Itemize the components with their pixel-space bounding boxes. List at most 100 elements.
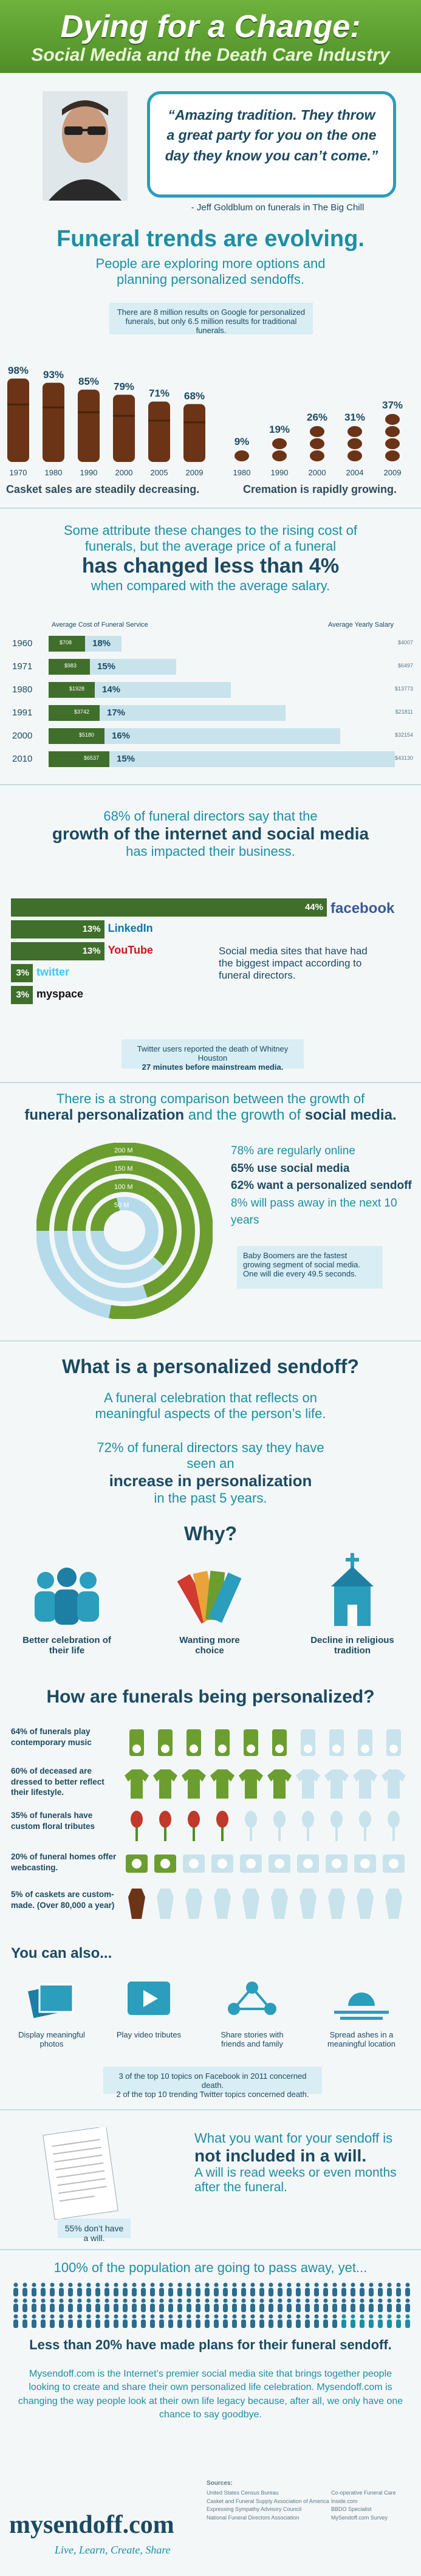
person-head [13,2282,18,2287]
person-head [305,2282,310,2287]
footer-text-wrap: Mysendoff.com is the Internet’s premier … [0,2368,421,2422]
person-head [95,2314,100,2319]
person-head [13,2298,18,2303]
person-head [369,2298,374,2303]
social-logo-linkedin: LinkedIn [108,922,153,934]
person-icon [250,2288,255,2296]
person-head [232,2314,237,2319]
person-head [223,2314,228,2319]
person-head [123,2282,128,2287]
person-icon [22,2288,27,2296]
person-head [168,2282,173,2287]
person-icon [341,2319,346,2328]
shirt-icon [353,1769,377,1799]
person-icon [387,2288,392,2296]
person-icon [132,2288,137,2296]
person-icon [68,2319,73,2328]
person-icon [250,2319,255,2328]
person-head [104,2314,109,2319]
flower-icon [388,1811,400,1828]
person-head [68,2282,73,2287]
twitter-note: Twitter users reported the death of Whit… [122,1039,304,1072]
webcam-lens [303,1859,313,1868]
casket-year: 2009 [186,468,204,477]
social-logo-facebook: facebook [330,900,395,917]
person-head [141,2314,146,2319]
cost-bar [49,636,85,652]
casket-bar [148,401,170,462]
person-head [196,2282,200,2287]
social-bar-linkedin: 13% [11,920,104,938]
source-item: Co-operative Funeral Care [331,2490,396,2496]
casket-bar [113,394,135,462]
person-icon [205,2304,210,2312]
person-head [332,2314,337,2319]
person-icon [104,2304,109,2312]
person-icon [159,2288,164,2296]
flower-icon [131,1811,143,1828]
also-item-share: Share stories with friends and family [221,2030,284,2048]
divider [0,2249,421,2250]
cost-pct: 18% [92,638,111,649]
person-head [214,2314,219,2319]
person-icon [259,2304,264,2312]
cost-value: $983 [64,663,77,669]
flower-icon [159,1811,171,1828]
brand-logo[interactable]: mysendoff.com [9,2511,174,2539]
trends-title: Funeral trends are evolving. [56,226,365,252]
cremation-year: 1980 [233,468,251,477]
person-icon [259,2319,264,2328]
cost-row: 2000 $5180 16% $32154 [12,726,413,746]
casket-icon [128,1889,145,1919]
person-head [305,2314,310,2319]
person-icon [77,2319,82,2328]
how-label-webcast: 20% of funeral homes offer webcasting. [11,1852,117,1872]
music-player-wheel [304,1744,312,1753]
person-head [187,2282,191,2287]
person-head [351,2298,355,2303]
social-pct: 13% [82,924,101,934]
person-icon [150,2319,155,2328]
casket-icon [385,1889,402,1919]
person-head [323,2282,328,2287]
person-icon [360,2319,365,2328]
webcam-lens [189,1859,199,1868]
social-bar-myspace: 3% [11,986,33,1004]
person-icon [150,2288,155,2296]
source-item: United States Census Bureau [207,2490,279,2496]
person-head [314,2314,319,2319]
fact-pass-away: 8% will pass away in the next 10 years [231,1196,397,1227]
person-head [296,2298,301,2303]
person-head [387,2282,392,2287]
person-head [86,2298,91,2303]
population-line2: Less than 20% have made plans for their … [29,2337,392,2352]
twitter-note-line1: Twitter users reported the death of Whit… [137,1044,289,1062]
cost-pct: 15% [117,754,135,764]
person-icon [86,2319,91,2328]
person-head [314,2298,319,2303]
person-head [351,2314,355,2319]
person-icon [323,2304,328,2312]
webcam-lens [246,1859,256,1868]
casket-year: 1970 [10,468,27,477]
flower-stem [250,1823,252,1841]
person-icon [159,2304,164,2312]
person-head [86,2282,91,2287]
salary-value: $6497 [397,663,413,669]
person-icon [114,2304,118,2312]
person-icon [241,2288,246,2296]
person-icon [114,2288,118,2296]
person-icon [150,2304,155,2312]
cost-line3: when compared with the average salary. [91,578,330,593]
cost-header: Average Cost of Funeral Service [52,621,148,629]
person-icon [232,2304,237,2312]
webcam-lens [332,1859,341,1868]
person-icon [305,2304,310,2312]
person-icon [68,2288,73,2296]
person-head [250,2314,255,2319]
cremation-pct: 9% [234,436,250,447]
salary-value: $4007 [397,639,413,646]
person-head [13,2314,18,2319]
casket-bar [78,390,100,462]
